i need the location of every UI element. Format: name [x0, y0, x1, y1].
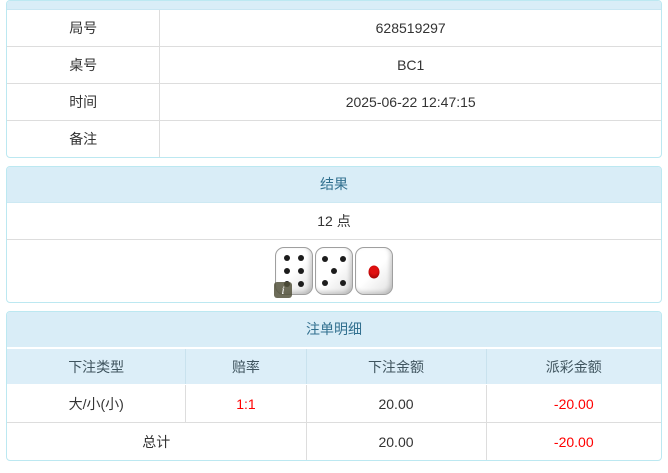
die-pip	[284, 268, 291, 274]
die-pip	[297, 255, 304, 262]
time-value: 2025-06-22 12:47:15	[159, 83, 661, 121]
round-id-label: 局号	[7, 10, 161, 47]
bet-odds: 1:1	[185, 384, 307, 423]
round-id-value: 628519297	[159, 10, 661, 47]
table-id-value: BC1	[159, 46, 661, 84]
bet-payout: -20.00	[486, 384, 661, 423]
bets-header-row: 下注类型 赔率 下注金额 派彩金额	[7, 349, 661, 385]
bet-amount: 20.00	[306, 384, 487, 423]
total-bet-amount: 20.00	[306, 422, 487, 460]
table-row: 桌号 BC1	[7, 46, 661, 84]
info-tooltip-icon[interactable]: i	[271, 282, 292, 300]
die-pip-red	[368, 265, 380, 279]
result-panel: 结果 12 点 i	[6, 166, 662, 303]
bets-table: 下注类型 赔率 下注金额 派彩金额 大/小(小) 1:1 20.00 -20.0…	[7, 349, 661, 460]
game-info-panel: 局号 628519297 桌号 BC1 时间 2025-06-22 12:47:…	[6, 0, 662, 158]
total-row: 总计 20.00 -20.00	[7, 422, 661, 460]
die-pip	[322, 256, 329, 263]
bets-panel: 注单明细 下注类型 赔率 下注金额 派彩金额 大/小(小) 1:1 20.00 …	[6, 311, 662, 461]
dice-row: i	[7, 240, 661, 302]
remark-value	[160, 121, 661, 158]
game-info-heading-partial	[7, 1, 661, 10]
die-pip	[284, 255, 291, 262]
die-pip	[297, 280, 304, 287]
column-header-payout: 派彩金额	[486, 349, 661, 385]
result-points: 12 点	[7, 203, 661, 240]
column-header-bet-type: 下注类型	[7, 349, 187, 385]
table-id-label: 桌号	[7, 46, 161, 84]
table-row: 备注	[7, 120, 661, 158]
die-pip	[322, 279, 329, 286]
result-panel-title: 结果	[7, 167, 661, 203]
bet-row: 大/小(小) 1:1 20.00 -20.00	[7, 384, 661, 423]
time-label: 时间	[7, 83, 161, 121]
die-pip	[297, 268, 304, 274]
die-face-5	[315, 247, 353, 295]
bets-panel-title: 注单明细	[7, 312, 661, 349]
die-pip	[331, 268, 337, 274]
total-payout: -20.00	[486, 422, 661, 460]
die-pip	[339, 256, 346, 263]
column-header-bet-amount: 下注金额	[306, 349, 487, 385]
remark-label: 备注	[7, 120, 161, 157]
total-label: 总计	[7, 422, 307, 460]
game-info-table: 局号 628519297 桌号 BC1 时间 2025-06-22 12:47:…	[7, 10, 661, 157]
bet-type: 大/小(小)	[7, 384, 187, 423]
die-face-1	[355, 247, 393, 295]
table-row: 局号 628519297	[7, 10, 661, 47]
table-row: 时间 2025-06-22 12:47:15	[7, 83, 661, 121]
die-pip	[339, 279, 346, 286]
dice-group: i	[271, 247, 393, 300]
column-header-odds: 赔率	[185, 349, 307, 385]
